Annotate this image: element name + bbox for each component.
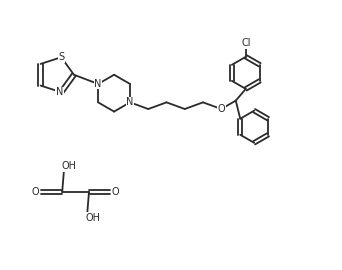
Text: Cl: Cl xyxy=(241,38,251,48)
Text: N: N xyxy=(56,87,63,97)
Text: O: O xyxy=(112,187,120,197)
Text: O: O xyxy=(31,187,39,197)
Text: S: S xyxy=(58,52,64,62)
Text: OH: OH xyxy=(86,213,101,223)
Text: N: N xyxy=(94,79,102,89)
Text: O: O xyxy=(218,104,225,114)
Text: N: N xyxy=(126,97,134,107)
Text: OH: OH xyxy=(62,161,76,171)
